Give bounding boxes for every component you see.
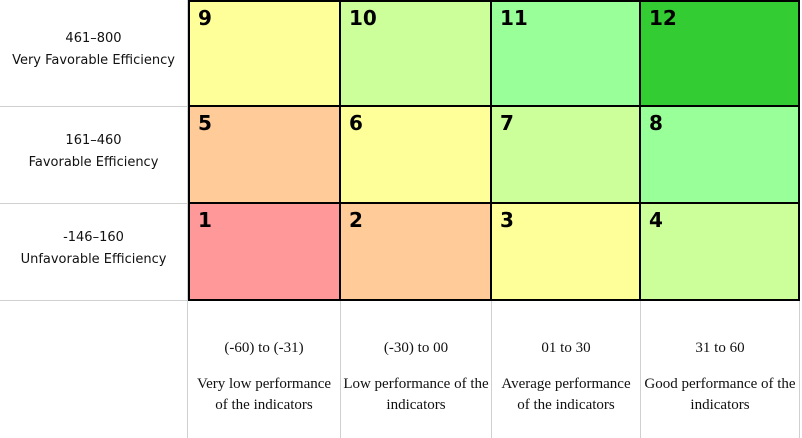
column-label-average: 01 to 30 Average performance of the indi… — [492, 301, 641, 438]
matrix-cell-5: 5 — [188, 107, 341, 204]
matrix-cell-8: 8 — [641, 107, 800, 204]
row-name: Unfavorable Efficiency — [20, 252, 167, 267]
row-label-very-favorable: 461–800 Very Favorable Efficiency — [0, 0, 188, 107]
column-range: 01 to 30 — [541, 340, 591, 356]
row-label-favorable: 161–460 Favorable Efficiency — [0, 107, 188, 204]
matrix-cell-11: 11 — [492, 0, 641, 107]
column-label-low: (-30) to 00 Low performance of the indic… — [341, 301, 492, 438]
cell-number: 10 — [349, 6, 377, 30]
matrix-cell-6: 6 — [341, 107, 492, 204]
column-desc: Low performance of the indicators — [343, 376, 489, 413]
cell-number: 12 — [649, 6, 677, 30]
row-range: 461–800 — [65, 31, 122, 46]
matrix-cell-7: 7 — [492, 107, 641, 204]
column-desc: Good performance of the indicators — [644, 376, 796, 413]
cell-number: 4 — [649, 208, 663, 232]
matrix-cell-3: 3 — [492, 204, 641, 301]
matrix-cell-4: 4 — [641, 204, 800, 301]
cell-number: 8 — [649, 111, 663, 135]
column-label-very-low: (-60) to (-31) Very low performance of t… — [188, 301, 341, 438]
cell-number: 11 — [500, 6, 528, 30]
column-range: (-30) to 00 — [383, 340, 449, 356]
column-desc: Very low performance of the indicators — [196, 376, 332, 413]
row-name: Very Favorable Efficiency — [12, 53, 175, 68]
row-name: Favorable Efficiency — [28, 155, 159, 170]
row-range: -146–160 — [63, 230, 124, 245]
cell-number: 2 — [349, 208, 363, 232]
cell-number: 6 — [349, 111, 363, 135]
cell-number: 7 — [500, 111, 514, 135]
matrix-cell-12: 12 — [641, 0, 800, 107]
column-desc: Average performance of the indicators — [501, 376, 631, 413]
matrix-cell-1: 1 — [188, 204, 341, 301]
matrix-cell-9: 9 — [188, 0, 341, 107]
column-label-good: 31 to 60 Good performance of the indicat… — [641, 301, 800, 438]
cell-number: 3 — [500, 208, 514, 232]
row-range: 161–460 — [65, 133, 122, 148]
cell-number: 5 — [198, 111, 212, 135]
row-label-unfavorable: -146–160 Unfavorable Efficiency — [0, 204, 188, 301]
cell-number: 9 — [198, 6, 212, 30]
column-range: 31 to 60 — [695, 340, 745, 356]
cell-number: 1 — [198, 208, 212, 232]
corner-empty — [0, 301, 188, 438]
column-range: (-60) to (-31) — [224, 340, 304, 356]
matrix-cell-2: 2 — [341, 204, 492, 301]
matrix-cell-10: 10 — [341, 0, 492, 107]
